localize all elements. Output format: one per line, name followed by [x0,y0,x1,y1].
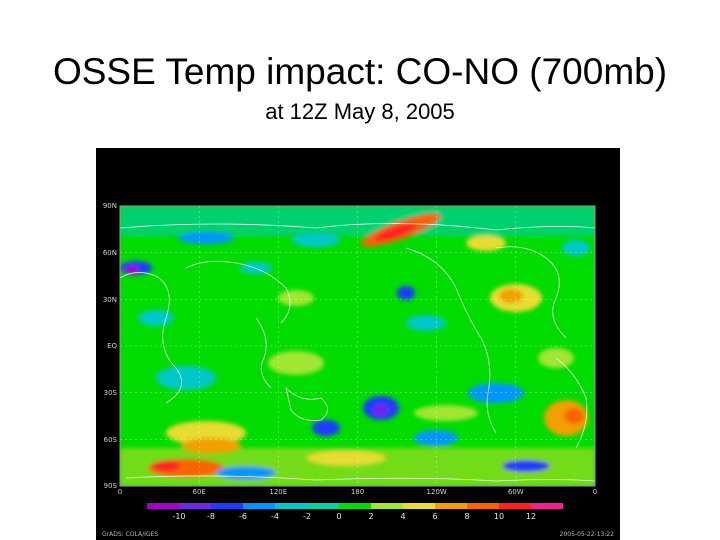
map-frame [119,205,596,487]
colorbar-label: 10 [494,512,504,521]
colorbar-label: 12 [526,512,536,521]
colorbar-swatch [339,503,371,509]
footer-left: GrADS: COLA/IGES [102,531,158,538]
colorbar: -10 -8 -6 -4 -2 0 2 4 6 8 10 12 [147,503,563,521]
colorbar-swatch [531,503,563,509]
colorbar-label: 4 [400,512,405,521]
lat-tick: 90N [103,202,117,210]
colorbar-swatch [211,503,243,509]
lon-tick: 60E [193,488,206,496]
lon-tick: 60W [508,488,524,496]
slide-title: OSSE Temp impact: CO-NO (700mb) [52,51,668,92]
footer-right: 2005-05-22-13:22 [560,531,615,538]
colorbar-swatch [499,503,531,509]
colorbar-label: -8 [207,512,215,521]
colorbar-label: -6 [239,512,247,521]
colorbar-swatch [307,503,339,509]
lon-tick: 0 [593,488,597,496]
graticule [120,206,595,486]
lat-tick: EQ [107,342,117,350]
colorbar-label: 6 [432,512,437,521]
temperature-impact-field [120,206,595,486]
map-figure: 90N 60N 30N EQ 30S 60S 90S 0 60E 120E 18… [96,148,620,540]
coastlines [120,223,595,482]
colorbar-swatch [467,503,499,509]
map-svg: 90N 60N 30N EQ 30S 60S 90S 0 60E 120E 18… [102,202,615,538]
lat-tick: 60N [103,249,117,257]
colorbar-swatch [275,503,307,509]
colorbar-label: -10 [172,512,185,521]
lon-tick: 0 [118,488,122,496]
colorbar-label: 8 [464,512,469,521]
lat-tick: 60S [104,436,118,444]
colorbar-label: 0 [336,512,341,521]
colorbar-label: 2 [368,512,373,521]
colorbar-swatch [403,503,435,509]
lat-tick: 90S [104,482,118,490]
colorbar-swatch [179,503,211,509]
lon-tick: 120W [427,488,447,496]
lon-tick: 120E [269,488,287,496]
lat-tick: 30S [104,389,118,397]
lat-tick: 30N [103,296,117,304]
colorbar-swatch [371,503,403,509]
colorbar-swatch [435,503,467,509]
colorbar-swatch [147,503,179,509]
lon-tick: 180 [351,488,364,496]
colorbar-label: -4 [271,512,279,521]
colorbar-label: -2 [303,512,311,521]
colorbar-swatch [243,503,275,509]
slide-subtitle: at 12Z May 8, 2005 [265,99,455,124]
